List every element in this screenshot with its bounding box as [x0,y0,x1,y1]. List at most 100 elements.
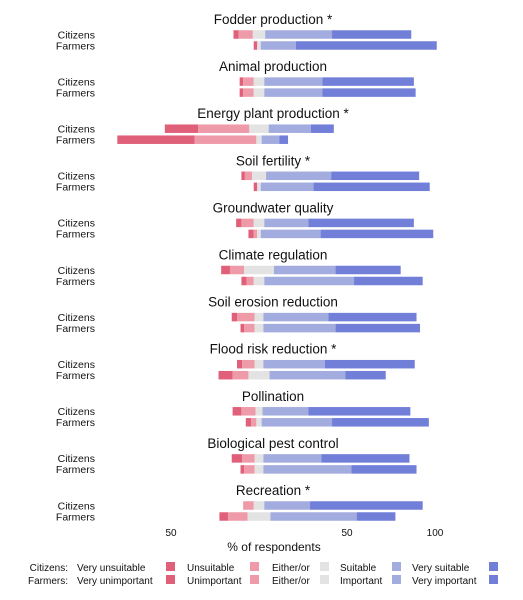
row-label: Farmers [56,276,95,288]
bar-segment [221,265,230,275]
bar-segment [273,265,336,275]
bar-segment [268,124,311,133]
legend-item-label: Unsuitable [187,563,235,574]
bar-segment [263,465,352,474]
bar-segment [248,229,254,239]
row-label: Citizens [58,265,95,277]
bar-segment [256,135,262,144]
bar-segment [245,418,252,427]
panel-title: Energy plant production * [197,106,349,121]
panel-title: Soil fertility * [236,153,311,168]
bar-segment [243,501,254,510]
bar-segment [198,124,250,133]
legend-swatch [320,562,329,571]
row-label: Citizens [58,29,95,41]
bar-segment [194,135,257,144]
legend-item-label: Very unimportant [77,576,153,587]
bar-segment [244,265,274,275]
row-label: Farmers [56,370,95,382]
bar-segment [264,218,309,228]
row-label: Citizens [58,406,95,418]
bar-segment [239,77,244,86]
bar-segment [260,41,296,50]
bar-segment [241,171,245,181]
bar-segment [322,77,414,86]
bar-segment [325,359,415,369]
row-label: Farmers [56,511,95,523]
bar-segment [356,512,396,521]
bar-segment [244,465,255,474]
bar-segment [218,370,233,380]
bar-segment [310,124,334,133]
bar-segment [263,359,325,369]
panel-title: Soil erosion reduction [208,295,338,310]
bar-segment [244,323,255,333]
bar-segment [253,229,258,239]
bar-segment [255,407,263,416]
legend-swatch [489,575,498,584]
bar-segment [253,41,258,50]
bar-segment [321,454,410,463]
bar-segment [266,171,332,181]
bar-segment [264,88,323,97]
bar-segment [308,218,414,228]
bar-segment [257,182,261,192]
bar-segment [263,454,322,463]
legend-swatch [320,575,329,584]
panel-title: Recreation * [236,483,311,498]
panel-title: Biological pest control [207,436,338,451]
row-label: Citizens [58,124,95,136]
legend-item-label: Suitable [340,563,377,574]
bar-segment [331,171,420,181]
bar-segment [231,454,243,463]
bar-segment [247,512,271,521]
bar-segment [261,418,333,427]
legend-item-label: Either/or [272,576,310,587]
bar-segment [295,41,437,50]
legend-item-label: Very important [412,576,477,587]
legend-swatch [250,575,259,584]
bar-segment [320,229,434,239]
legend-swatch [166,575,175,584]
bar-segment [233,30,239,39]
x-axis: 50 50 100 % of respondents [165,528,443,554]
bar-segment [242,454,255,463]
bar-segment [254,465,264,474]
bar-segment [243,77,254,86]
legend-item-label: Very unsuitable [77,563,146,574]
bar-segment [252,30,266,39]
row-label: Citizens [58,312,95,324]
bar-segment [260,182,314,192]
legend-swatch [392,562,401,571]
bar-segment [257,41,261,50]
bar-segment [335,323,421,333]
legend-swatch [489,562,498,571]
bar-segment [244,171,252,181]
bar-segment [322,88,416,97]
legend-item-label: Very suitable [412,563,470,574]
bar-segment [228,512,248,521]
row-label: Citizens [58,171,95,183]
bar-segment [241,276,247,286]
row-label: Citizens [58,500,95,512]
bar-segment [270,512,357,521]
bar-segment [263,323,336,333]
bar-segment [237,359,243,369]
row-label: Farmers [56,135,95,147]
bar-segment [231,312,237,322]
bar-segment [232,407,242,416]
bar-segment [253,276,265,286]
bar-segment [253,218,265,228]
legend-swatch [250,562,259,571]
bar-segment [254,312,264,322]
bar-segment [243,88,254,97]
row-label: Citizens [58,359,95,371]
bar-segment [351,465,417,474]
x-tick-label: 50 [341,528,353,539]
bar-segment [241,218,254,228]
